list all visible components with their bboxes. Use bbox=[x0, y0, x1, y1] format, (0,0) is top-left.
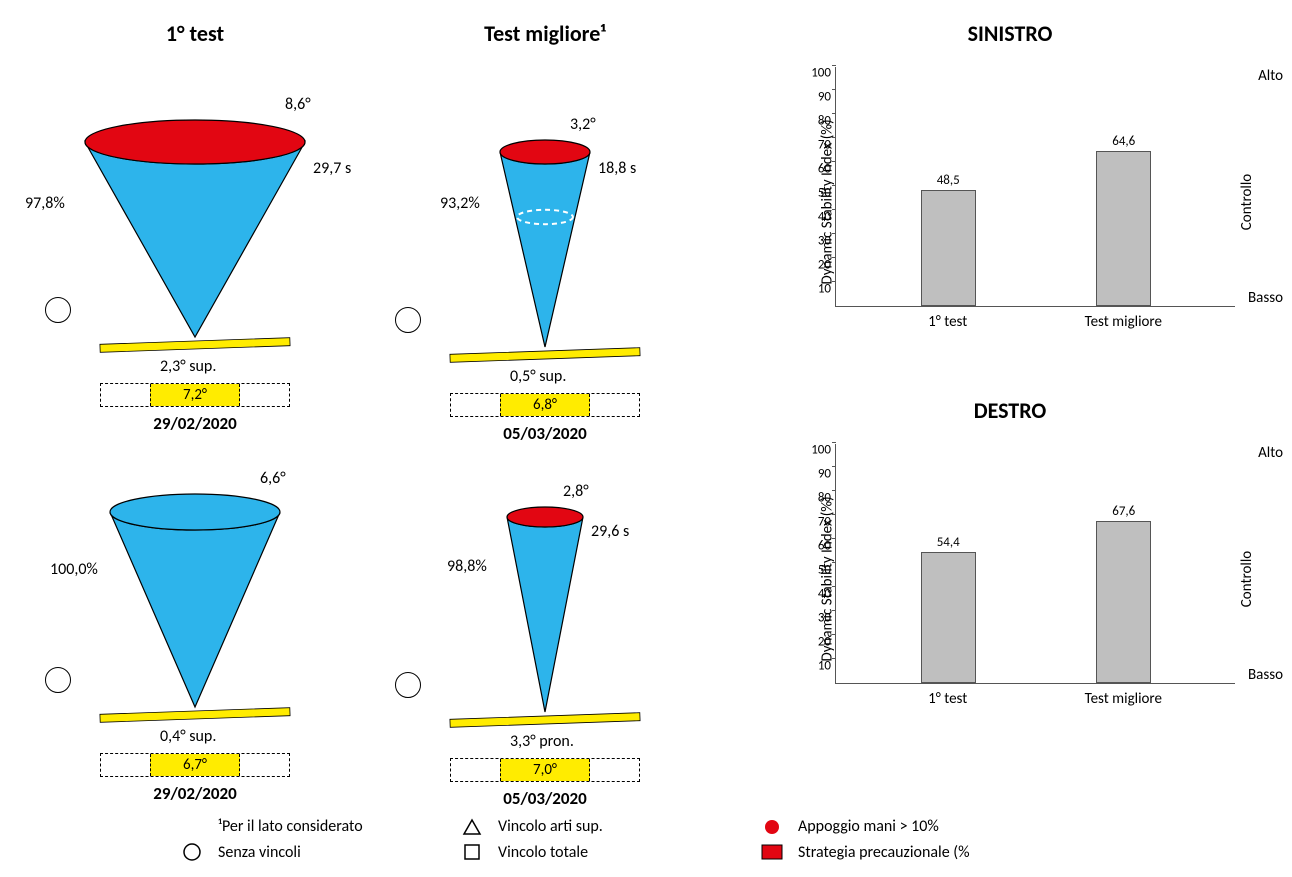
cone-base-tilt: 3,3° pron. bbox=[510, 732, 574, 751]
cone-time: 29,6 s bbox=[591, 522, 629, 541]
charts-panel: SINISTRO Dynamic Stability Index (%) 102… bbox=[730, 20, 1290, 822]
tilt-bar: 6,7° bbox=[100, 753, 290, 777]
xtick: Test migliore bbox=[1085, 690, 1162, 708]
ytick: 10 bbox=[801, 282, 831, 297]
xtick: 1° test bbox=[928, 690, 967, 708]
cone-top-angle: 3,2° bbox=[570, 115, 596, 134]
right-bottom-label: Basso bbox=[1248, 666, 1283, 684]
right-bottom-label: Basso bbox=[1248, 289, 1283, 307]
ytick: 20 bbox=[801, 258, 831, 273]
bar-value: 67,6 bbox=[1112, 504, 1135, 519]
ytick: 100 bbox=[801, 443, 831, 458]
bar: 48,5 bbox=[921, 190, 976, 306]
cone-time: 29,7 s bbox=[313, 159, 351, 178]
legend-vincolo-arti: Vincolo arti sup. bbox=[460, 817, 760, 836]
cone-date: 05/03/2020 bbox=[503, 788, 587, 809]
cone-top-angle: 6,6° bbox=[260, 469, 286, 488]
marker-circle bbox=[45, 667, 71, 693]
chart-destro: DESTRO Dynamic Stability Index (%) 10203… bbox=[730, 397, 1290, 724]
ytick: 10 bbox=[801, 659, 831, 674]
ytick: 70 bbox=[801, 515, 831, 530]
right-axis-label: Controllo bbox=[1238, 174, 1256, 230]
ytick: 30 bbox=[801, 234, 831, 249]
col1-header: 1° test bbox=[20, 20, 370, 52]
xtick: Test migliore bbox=[1085, 313, 1162, 331]
ytick: 100 bbox=[801, 66, 831, 81]
ytick: 90 bbox=[801, 90, 831, 105]
bar: 54,4 bbox=[921, 552, 976, 683]
cone-top-angle: 8,6° bbox=[285, 95, 311, 114]
cone-date: 29/02/2020 bbox=[153, 783, 237, 804]
chart-sinistro: SINISTRO Dynamic Stability Index (%) 102… bbox=[730, 20, 1290, 347]
cone-base-tilt: 2,3° sup. bbox=[160, 357, 216, 376]
cone-percent: 93,2% bbox=[440, 194, 480, 213]
right-axis-label: Controllo bbox=[1238, 551, 1256, 607]
bar-value: 64,6 bbox=[1112, 134, 1135, 149]
ytick: 60 bbox=[801, 539, 831, 554]
cone-cell-1: 3,2°18,8 s93,2%0,5° sup.6,8°05/03/2020 bbox=[370, 72, 720, 437]
tilt-bar: 7,2° bbox=[100, 383, 290, 407]
legend-senza-vincoli: Senza vincoli bbox=[180, 842, 460, 862]
bar: 64,6 bbox=[1096, 151, 1151, 306]
right-top-label: Alto bbox=[1258, 444, 1283, 462]
legend-strategia: Strategia precauzionale (% bbox=[760, 843, 1080, 862]
marker-circle bbox=[395, 307, 421, 333]
tilt-bar: 6,8° bbox=[450, 393, 640, 417]
chart-title: SINISTRO bbox=[730, 20, 1290, 47]
bar-value: 54,4 bbox=[937, 535, 960, 550]
marker-circle bbox=[45, 297, 71, 323]
ytick: 20 bbox=[801, 635, 831, 650]
ytick: 50 bbox=[801, 186, 831, 201]
bar: 67,6 bbox=[1096, 521, 1151, 683]
ytick: 40 bbox=[801, 210, 831, 225]
cone-time: 18,8 s bbox=[598, 159, 636, 178]
cone-cell-2: 6,6° 100,0% 0,4° sup. 6,7° 29/02/2020 bbox=[20, 457, 370, 822]
ytick: 90 bbox=[801, 467, 831, 482]
ytick: 60 bbox=[801, 162, 831, 177]
ytick: 30 bbox=[801, 611, 831, 626]
ytick: 80 bbox=[801, 491, 831, 506]
xtick: 1° test bbox=[928, 313, 967, 331]
cone-percent: 97,8% bbox=[25, 194, 65, 213]
cone-percent: 98,8% bbox=[447, 557, 487, 576]
tilt-bar: 7,0° bbox=[450, 758, 640, 782]
bar-value: 48,5 bbox=[937, 173, 960, 188]
cone-date: 05/03/2020 bbox=[503, 423, 587, 444]
plot-area: 10203040506070809010048,51° test64,6Test… bbox=[835, 67, 1235, 307]
legend-vincolo-totale: Vincolo totale bbox=[460, 843, 760, 862]
cone-base-tilt: 0,4° sup. bbox=[160, 727, 216, 746]
legend-appoggio: Appoggio mani > 10% bbox=[760, 817, 1080, 836]
marker-circle bbox=[395, 672, 421, 698]
col2-header: Test migliore¹ bbox=[370, 20, 720, 52]
legend-note: ¹Per il lato considerato bbox=[180, 817, 460, 836]
legend: ¹Per il lato considerato Vincolo arti su… bbox=[180, 817, 1242, 862]
ytick: 70 bbox=[801, 138, 831, 153]
chart-title: DESTRO bbox=[730, 397, 1290, 424]
plot-area: 10203040506070809010054,41° test67,6Test… bbox=[835, 444, 1235, 684]
cones-panel: 1° test Test migliore¹ 8,6° 29,7 s 97,8% 2,… bbox=[20, 20, 720, 822]
ytick: 40 bbox=[801, 587, 831, 602]
cone-top-angle: 2,8° bbox=[563, 482, 589, 501]
ytick: 50 bbox=[801, 563, 831, 578]
cone-percent: 100,0% bbox=[50, 560, 98, 579]
cone-cell-0: 8,6° 29,7 s 97,8% 2,3° sup. 7,2° 29/02/2020 bbox=[20, 72, 370, 437]
cone-date: 29/02/2020 bbox=[153, 413, 237, 434]
cone-base-tilt: 0,5° sup. bbox=[510, 367, 566, 386]
cone-cell-3: 2,8° 29,6 s 98,8% 3,3° pron. 7,0° 05/03/2020 bbox=[370, 457, 720, 822]
ytick: 80 bbox=[801, 114, 831, 129]
right-top-label: Alto bbox=[1258, 67, 1283, 85]
